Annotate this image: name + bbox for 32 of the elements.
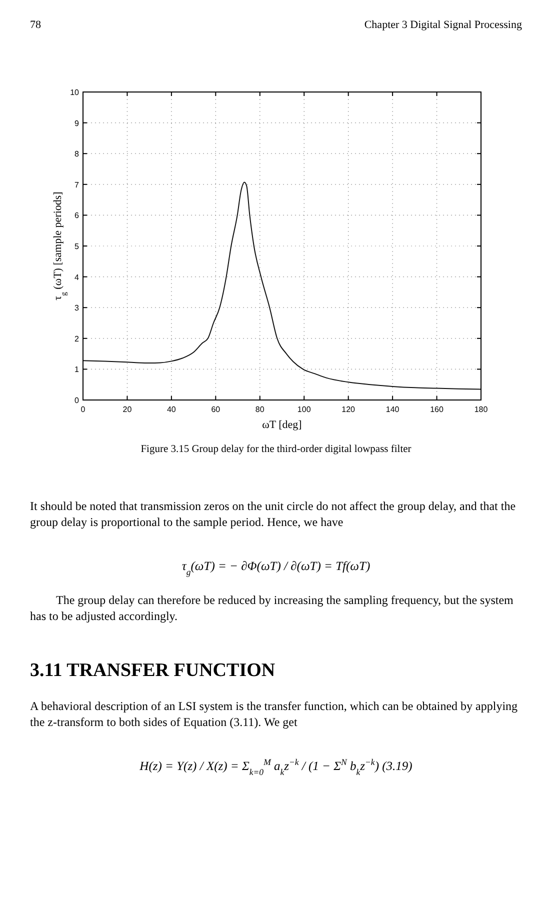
x-tick-label: 120 — [342, 405, 356, 414]
line-series — [82, 182, 482, 390]
y-tick-label: 8 — [74, 150, 80, 159]
y-tick-label: 4 — [74, 272, 80, 282]
text: It should be noted that transmission zeros on the unit circle do not affect the group delay, and that the group delay is proportional to the sample period. Hence, we have — [30, 499, 516, 529]
x-tick-label: 20 — [122, 405, 132, 414]
text: 78 — [30, 19, 42, 31]
y-tick-label: 1 — [74, 365, 80, 374]
y-tick-label: 2 — [74, 334, 80, 344]
text: A behavioral description of an LSI system is the transfer function, which can be obtained by applying the z-transform to both sides of Equation (3.11). We get — [30, 699, 518, 729]
text: Chapter 3 Digital Signal Processing — [364, 19, 522, 31]
x-tick-label: 140 — [386, 405, 400, 414]
y-tick-label: 6 — [74, 211, 80, 220]
x-axis-title: ωT [deg] — [262, 419, 302, 431]
x-tick-label: 100 — [297, 405, 312, 414]
y-tick-label: 3 — [74, 304, 80, 313]
y-tick-label: 10 — [70, 88, 80, 97]
y-tick-label: 7 — [74, 180, 80, 190]
x-tick-label: 60 — [211, 405, 221, 414]
y-tick-label: 0 — [74, 396, 80, 405]
x-tick-label: 40 — [166, 405, 176, 414]
x-tick-label: 80 — [255, 405, 265, 414]
x-tick-label: 0 — [80, 405, 86, 414]
y-tick-label: 9 — [74, 118, 80, 128]
text: τ$_{g}$(ωT) = − ∂Φ(ωT) / ∂(ωT) = Tf(ωT) — [182, 559, 370, 577]
x-tick-label: 160 — [430, 405, 444, 414]
x-tick-label: 180 — [474, 405, 488, 414]
text: Figure 3.15 Group delay for the third-order digital lowpass filter — [140, 444, 412, 455]
y-tick-label: 5 — [74, 242, 80, 251]
text: H(z) = Y(z) / X(z) = Σ$_{k=0}$$^{M}$ a$_{k}$z$^{−k}$ / (1 − Σ$^{N}$ b$_{k}$z$^{−k}$) (3.19) — [140, 757, 412, 777]
text: 3.11 TRANSFER FUNCTION — [30, 660, 276, 681]
text: The group delay can therefore be reduced by increasing the sampling frequency, but the system has to be adjusted accordingly. — [30, 593, 514, 623]
